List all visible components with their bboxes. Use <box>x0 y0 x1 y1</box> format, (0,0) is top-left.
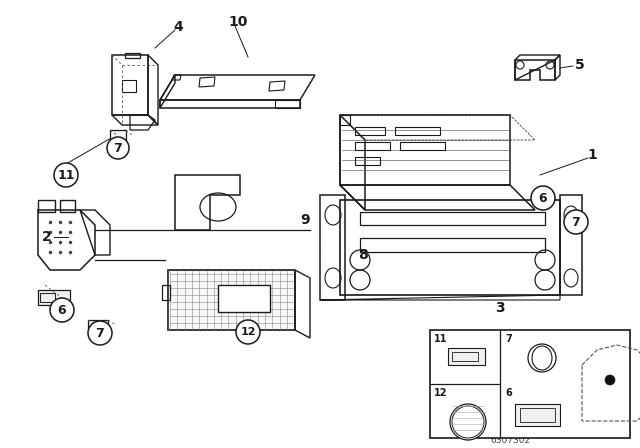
Text: 7: 7 <box>572 215 580 228</box>
Polygon shape <box>38 290 70 305</box>
Text: 6: 6 <box>58 303 67 316</box>
Circle shape <box>54 163 78 187</box>
Text: 2: 2 <box>42 230 52 244</box>
Circle shape <box>236 320 260 344</box>
Polygon shape <box>515 404 560 426</box>
Bar <box>430 330 630 438</box>
Polygon shape <box>218 285 270 312</box>
Text: 7: 7 <box>114 142 122 155</box>
Text: 8: 8 <box>358 248 368 262</box>
Polygon shape <box>168 270 295 330</box>
Text: 11: 11 <box>434 334 447 344</box>
Polygon shape <box>448 348 485 365</box>
Text: 6: 6 <box>505 388 512 398</box>
Text: 12: 12 <box>240 327 256 337</box>
Circle shape <box>107 137 129 159</box>
Circle shape <box>88 321 112 345</box>
Circle shape <box>564 210 588 234</box>
Text: 10: 10 <box>228 15 248 29</box>
Circle shape <box>450 404 486 440</box>
Text: 6307302: 6307302 <box>490 436 530 445</box>
Polygon shape <box>110 130 126 140</box>
Text: 1: 1 <box>587 148 597 162</box>
Text: 3: 3 <box>495 301 505 315</box>
Text: 11: 11 <box>57 168 75 181</box>
Text: 5: 5 <box>575 58 585 72</box>
Text: 7: 7 <box>95 327 104 340</box>
Polygon shape <box>88 320 108 330</box>
Circle shape <box>528 344 556 372</box>
Text: 6: 6 <box>539 191 547 204</box>
Text: 4: 4 <box>173 20 183 34</box>
Text: 9: 9 <box>300 213 310 227</box>
Circle shape <box>50 298 74 322</box>
Circle shape <box>605 375 615 385</box>
Circle shape <box>531 186 555 210</box>
Text: 7: 7 <box>505 334 512 344</box>
Text: 12: 12 <box>434 388 447 398</box>
